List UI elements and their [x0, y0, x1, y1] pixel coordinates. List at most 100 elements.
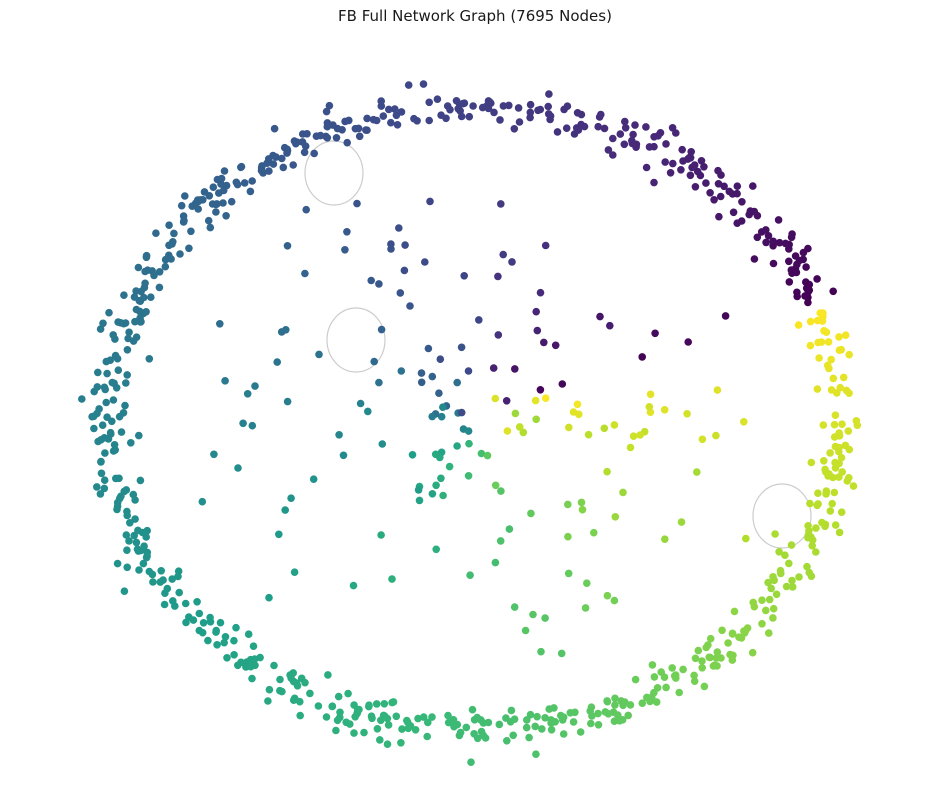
- graph-node-417: [730, 607, 739, 616]
- graph-node-592: [642, 123, 650, 131]
- graph-node-664: [419, 80, 428, 88]
- graph-node-766: [713, 386, 722, 394]
- graph-node-61: [510, 125, 519, 133]
- graph-node-218: [803, 562, 811, 571]
- graph-node-844: [693, 468, 701, 476]
- graph-node-373: [289, 677, 298, 686]
- graph-node-809: [239, 419, 247, 428]
- graph-node-662: [713, 662, 721, 670]
- graph-node-451: [677, 166, 685, 174]
- graph-node-339: [460, 99, 469, 107]
- graph-node-448: [837, 508, 846, 516]
- graph-node-710: [686, 171, 695, 180]
- graph-node-264: [97, 469, 106, 478]
- graph-node-93: [127, 439, 135, 447]
- graph-node-198: [697, 157, 706, 165]
- graph-node-303: [718, 626, 726, 635]
- graph-node-149: [769, 604, 778, 613]
- graph-node-908: [370, 357, 379, 366]
- graph-node-386: [306, 689, 314, 698]
- graph-node-392: [163, 584, 172, 593]
- graph-node-554: [102, 357, 111, 366]
- graph-node-600: [785, 559, 793, 568]
- graph-node-488: [628, 139, 637, 148]
- graph-node-827: [453, 442, 461, 450]
- graph-node-727: [298, 138, 307, 146]
- graph-node-100: [515, 118, 524, 126]
- graph-node-821: [600, 424, 609, 433]
- graph-node-338: [841, 331, 850, 340]
- graph-node-457: [465, 112, 474, 121]
- graph-node-828: [742, 534, 750, 543]
- graph-node-128: [571, 708, 579, 717]
- graph-node-745: [123, 346, 132, 354]
- graph-node-529: [177, 201, 186, 210]
- graph-node-431: [531, 722, 539, 731]
- graph-node-375: [122, 486, 131, 494]
- graph-node-872: [683, 410, 691, 418]
- graph-node-228: [770, 576, 778, 585]
- graph-node-358: [794, 321, 803, 329]
- graph-node-669: [132, 287, 140, 295]
- graph-node-593: [450, 722, 458, 731]
- graph-node-207: [125, 328, 133, 337]
- graph-node-287: [835, 528, 844, 537]
- graph-node-221: [609, 151, 617, 159]
- graph-node-231: [93, 483, 101, 491]
- graph-node-343: [344, 689, 352, 698]
- graph-node-40: [620, 140, 629, 149]
- graph-node-404: [804, 298, 812, 307]
- graph-node-674: [372, 700, 381, 708]
- graph-node-459: [577, 110, 586, 119]
- graph-node-891: [491, 394, 500, 403]
- graph-node-913: [428, 490, 437, 498]
- graph-node-619: [694, 646, 703, 655]
- graph-node-306: [406, 722, 415, 730]
- graph-node-772: [435, 389, 443, 398]
- graph-node-909: [712, 431, 720, 440]
- graph-node-813: [356, 399, 365, 408]
- graph-node-628: [714, 166, 722, 175]
- graph-node-679: [221, 633, 230, 641]
- graph-node-112: [199, 619, 208, 627]
- graph-node-609: [193, 598, 201, 606]
- graph-node-460: [650, 673, 659, 681]
- graph-node-794: [210, 450, 218, 459]
- graph-node-811: [234, 464, 242, 472]
- graph-node-349: [729, 651, 737, 660]
- graph-node-298: [425, 116, 434, 125]
- graph-node-627: [109, 447, 118, 455]
- graph-node-919: [414, 486, 423, 494]
- graph-node-402: [724, 639, 732, 647]
- graph-node-605: [100, 484, 109, 493]
- graph-node-222: [814, 489, 822, 498]
- graph-node-874: [375, 378, 383, 387]
- graph-node-762: [521, 626, 530, 635]
- graph-node-150: [143, 526, 151, 535]
- graph-node-865: [536, 288, 545, 297]
- graph-node-372: [300, 148, 309, 157]
- graph-node-106: [468, 705, 477, 714]
- graph-node-732: [595, 113, 604, 121]
- graph-node-709: [334, 692, 343, 701]
- graph-node-579: [90, 424, 98, 433]
- graph-node-484: [168, 240, 176, 248]
- graph-node-514: [148, 570, 157, 579]
- edge-layer: [304, 140, 812, 549]
- graph-node-642: [116, 319, 125, 327]
- graph-node-677: [332, 134, 341, 142]
- graph-node-696: [693, 167, 702, 176]
- graph-node-825: [265, 593, 273, 602]
- graph-node-701: [645, 143, 654, 151]
- graph-node-899: [343, 228, 351, 236]
- graph-node-168: [120, 587, 129, 595]
- graph-node-445: [181, 192, 189, 200]
- graph-node-324: [204, 636, 212, 645]
- graph-node-801: [243, 390, 252, 398]
- graph-node-764: [497, 487, 505, 495]
- graph-node-638: [212, 208, 220, 216]
- graph-node-103: [187, 227, 195, 236]
- graph-node-591: [788, 576, 796, 585]
- graph-node-604: [290, 694, 299, 703]
- graph-node-370: [296, 711, 305, 720]
